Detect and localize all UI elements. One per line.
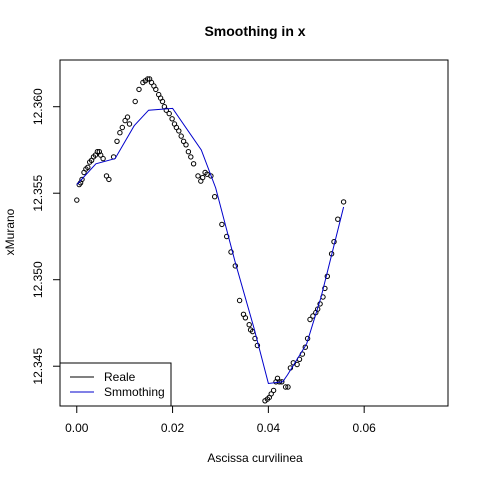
x-tick-label: 0.04 [257,421,281,435]
data-point [236,297,243,304]
chart-title: Smoothing in x [204,23,305,39]
x-tick-label: 0.00 [65,421,89,435]
data-point [106,176,112,183]
data-point [340,199,347,205]
y-tick-label: 12.350 [31,261,45,298]
data-point [122,117,128,124]
data-point [98,152,104,158]
data-point [185,149,192,155]
data-point [322,285,328,292]
data-point [145,76,151,82]
y-tick-label: 12.360 [31,88,45,125]
legend-box [59,362,172,407]
data-point [270,387,277,394]
plot-frame [59,59,449,407]
y-axis: 12.345 12.350 12.355 12.360 [31,88,60,385]
data-point [176,128,182,134]
data-point [132,98,138,105]
data-point [169,116,175,122]
data-point [79,176,85,183]
data-point [100,155,106,162]
data-point [166,110,172,117]
data-point [307,316,313,323]
data-point [178,133,184,139]
data-point [268,391,274,397]
data-point [282,384,289,390]
data-point [136,86,142,93]
data-point [254,342,261,349]
data-point [180,138,187,145]
data-point [285,384,291,390]
data-point [195,173,201,179]
data-point [200,174,206,181]
data-point [183,142,189,148]
legend-label: Smmothing [104,385,165,399]
series-line-smoothing [76,107,345,385]
data-point [103,173,110,179]
data-point [126,121,133,127]
data-point [114,138,120,145]
data-point [153,86,159,93]
data-point [74,197,80,203]
y-axis-label: xMurano [3,208,17,255]
data-point [163,107,170,113]
x-axis: 0.00 0.02 0.04 0.06 [65,405,376,435]
data-point [85,164,91,171]
data-point [335,216,341,222]
x-tick-label: 0.06 [352,421,376,435]
data-point [228,249,234,255]
y-tick-label: 12.345 [31,348,45,385]
data-point [94,149,101,155]
x-tick-label: 0.02 [161,421,185,435]
data-point [219,221,225,228]
data-point [242,315,249,321]
x-axis-label: Ascissa curvilinea [207,451,303,465]
data-point [124,114,131,120]
data-point [294,361,300,368]
data-point [208,173,214,179]
data-point [190,161,197,167]
data-point [119,124,126,131]
data-point [246,322,252,328]
data-point [117,130,123,136]
data-point [188,154,194,160]
plot-area [74,76,347,404]
data-point [302,344,308,350]
y-tick-label: 12.355 [31,175,45,212]
data-point [159,98,166,105]
data-point [148,79,155,86]
legend-label: Reale [104,370,136,384]
data-point [212,194,218,200]
